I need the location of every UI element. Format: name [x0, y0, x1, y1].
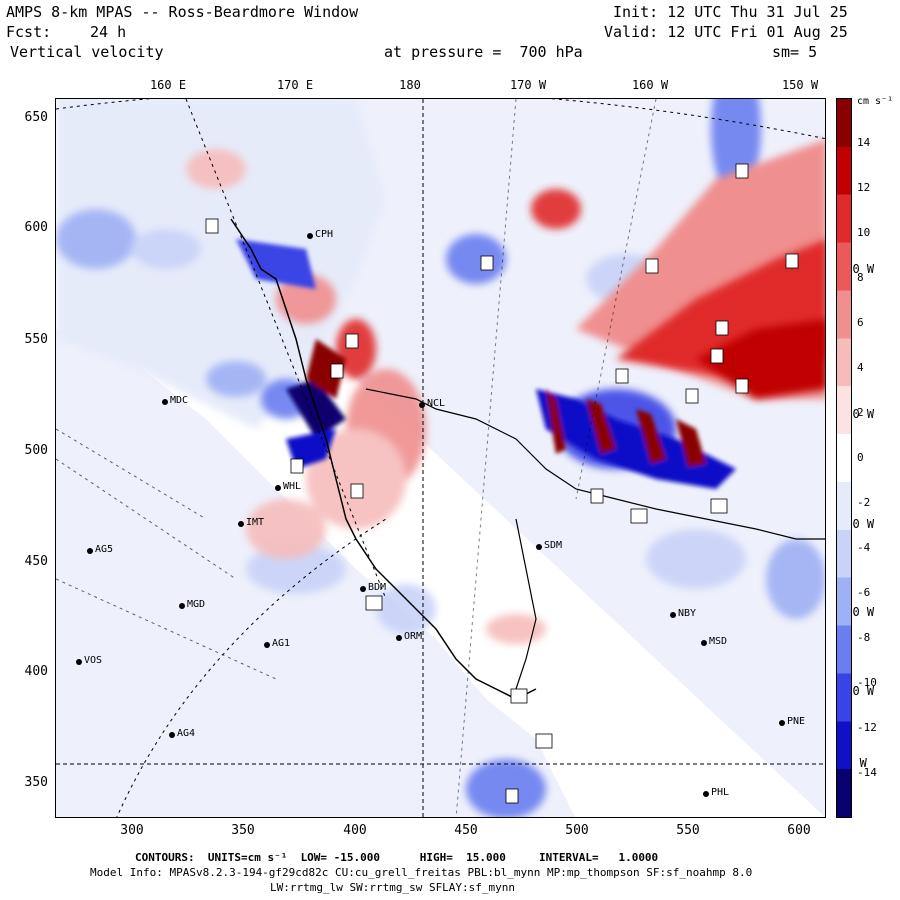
station-marker — [701, 640, 707, 646]
map-title: AMPS 8-km MPAS -- Ross-Beardmore Window — [6, 3, 359, 21]
smoothing: sm= 5 — [772, 43, 818, 61]
pressure-level: at pressure = 700 hPa — [384, 43, 583, 61]
station-label: AG1 — [272, 638, 291, 649]
colorbar-tick: 12 — [857, 181, 871, 194]
lon-label-top: 170 W — [509, 78, 547, 92]
colorbar-tick: 6 — [857, 316, 864, 329]
contour-info: CONTOURS: UNITS=cm s⁻¹ LOW= -15.000 HIGH… — [135, 851, 659, 864]
station-marker — [238, 521, 244, 527]
station-label: NBY — [678, 608, 697, 619]
colorbar-tick: -10 — [857, 676, 877, 689]
lon-label-top: 150 W — [781, 78, 819, 92]
station-label: MGD — [187, 599, 206, 610]
colorbar-tick: 2 — [857, 406, 864, 419]
y-tick: 550 — [24, 332, 48, 347]
init-time: Init: 12 UTC Thu 31 Jul 25 — [613, 3, 848, 21]
colorbar-tick: 10 — [857, 226, 871, 239]
colorbar-tick: 14 — [857, 136, 871, 149]
colorbar-tick: 8 — [857, 271, 864, 284]
station-marker — [670, 612, 676, 618]
station-label: ORM — [404, 631, 423, 642]
station-marker — [536, 544, 542, 550]
y-tick: 650 — [24, 110, 48, 125]
station-label: MSD — [709, 636, 728, 647]
station-marker — [396, 635, 402, 641]
station-label: AG5 — [95, 544, 114, 555]
station-label: WHL — [283, 481, 302, 492]
lon-label-top: 160 W — [631, 78, 669, 92]
station-label: PNE — [787, 716, 806, 727]
colorbar — [836, 98, 852, 818]
station-label: AG4 — [177, 728, 196, 739]
y-tick: 350 — [24, 775, 48, 790]
station-marker — [76, 659, 82, 665]
x-tick: 500 — [565, 823, 589, 838]
station-label: PHL — [711, 787, 730, 798]
x-tick: 450 — [454, 823, 478, 838]
station-label: SDM — [544, 540, 563, 551]
y-tick: 600 — [24, 220, 48, 235]
map-canvas — [56, 99, 825, 817]
station-label: BDM — [368, 582, 387, 593]
station-marker — [169, 732, 175, 738]
station-marker — [87, 548, 93, 554]
x-tick: 350 — [231, 823, 255, 838]
colorbar-tick: -2 — [857, 496, 871, 509]
colorbar-tick: -14 — [857, 766, 877, 779]
lon-label-top: 170 E — [276, 78, 314, 92]
valid-time: Valid: 12 UTC Fri 01 Aug 25 — [604, 23, 848, 41]
x-tick: 550 — [676, 823, 700, 838]
colorbar-tick: 0 — [857, 451, 864, 464]
x-tick: 400 — [343, 823, 367, 838]
y-tick: 500 — [24, 443, 48, 458]
y-tick: 450 — [24, 554, 48, 569]
colorbar-tick: -4 — [857, 541, 871, 554]
model-info-2: LW:rrtmg_lw SW:rrtmg_sw SFLAY:sf_mynn — [270, 881, 516, 894]
colorbar-tick: -6 — [857, 586, 871, 599]
station-label: NCL — [427, 398, 446, 409]
colorbar-unit: cm s⁻¹ — [857, 96, 894, 107]
station-marker — [179, 603, 185, 609]
field-name: Vertical velocity — [10, 43, 164, 61]
colorbar-tick: 4 — [857, 361, 864, 374]
station-marker — [779, 720, 785, 726]
x-tick: 300 — [120, 823, 144, 838]
station-marker — [275, 485, 281, 491]
station-marker — [703, 791, 709, 797]
model-info: Model Info: MPASv8.2.3-194-gf29cd82c CU:… — [90, 866, 753, 879]
station-marker — [419, 402, 425, 408]
colorbar-tick: -8 — [857, 631, 871, 644]
colorbar-tick: -12 — [857, 721, 877, 734]
station-marker — [360, 586, 366, 592]
x-tick: 600 — [787, 823, 811, 838]
forecast-label: Fcst: — [6, 23, 52, 41]
station-marker — [264, 642, 270, 648]
forecast-hour: 24 h — [90, 23, 127, 41]
station-label: MDC — [170, 395, 189, 406]
station-marker — [307, 233, 313, 239]
y-tick: 400 — [24, 664, 48, 679]
station-label: IMT — [246, 517, 265, 528]
lon-label-top: 180 — [399, 78, 421, 92]
vertical-velocity-map[interactable] — [55, 98, 826, 818]
station-label: VOS — [84, 655, 103, 666]
station-marker — [162, 399, 168, 405]
lon-label-top: 160 E — [149, 78, 187, 92]
station-label: CPH — [315, 229, 334, 240]
